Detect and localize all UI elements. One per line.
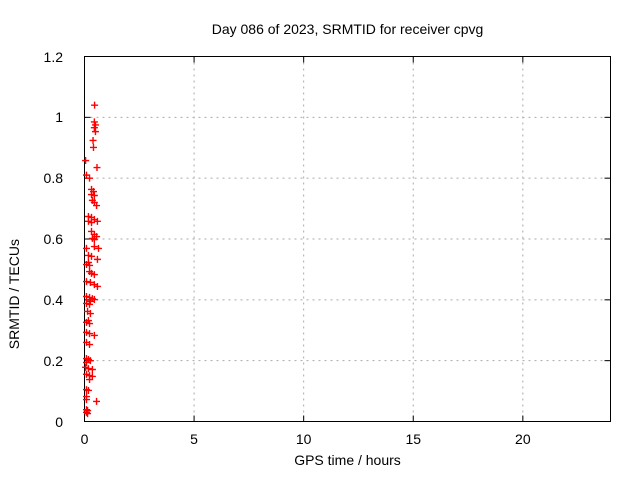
data-point-marker xyxy=(82,408,90,416)
chart-title: Day 086 of 2023, SRMTID for receiver cpv… xyxy=(211,21,484,37)
x-tick-label: 10 xyxy=(295,431,312,447)
data-point-marker xyxy=(82,157,90,165)
data-point-marker xyxy=(90,296,98,304)
x-tick-label: 15 xyxy=(405,431,422,447)
y-tick-label: 1.2 xyxy=(43,48,63,65)
data-point-marker xyxy=(84,386,92,394)
data-point-marker xyxy=(86,261,94,269)
x-tick-label: 5 xyxy=(190,431,198,447)
data-point-marker xyxy=(82,396,90,404)
x-tick-label: 0 xyxy=(80,431,89,447)
data-point-marker xyxy=(84,410,92,418)
data-point-marker xyxy=(93,217,101,225)
data-point-marker xyxy=(82,261,90,269)
data-point-marker xyxy=(82,244,90,252)
data-point-marker xyxy=(82,318,90,326)
data-point-marker xyxy=(89,143,97,151)
data-point-marker xyxy=(86,330,94,338)
data-point-marker xyxy=(86,174,94,182)
data-point-marker xyxy=(90,331,98,339)
data-point-marker xyxy=(89,136,97,144)
data-point-marker xyxy=(86,300,94,308)
data-point-marker xyxy=(82,278,90,286)
data-point-marker xyxy=(86,357,94,365)
data-point-marker xyxy=(91,101,99,109)
data-point-marker xyxy=(93,255,101,263)
data-point-marker xyxy=(82,292,90,300)
y-tick-label: 0 xyxy=(55,413,63,430)
data-point-marker xyxy=(93,397,101,405)
y-tick-label: 0.6 xyxy=(43,231,63,247)
data-point-marker xyxy=(86,341,94,349)
y-tick-label: 0.8 xyxy=(43,170,63,187)
data-point-marker xyxy=(93,164,101,172)
data-point-marker xyxy=(86,278,94,286)
data-point-marker xyxy=(93,202,101,210)
x-axis-label: GPS time / hours xyxy=(294,452,401,468)
data-point-marker xyxy=(86,297,94,305)
data-point-marker xyxy=(90,236,98,244)
data-point-marker xyxy=(90,243,98,251)
data-point-marker xyxy=(88,219,96,227)
data-point-marker xyxy=(90,124,98,132)
data-point-marker xyxy=(86,376,94,384)
data-point-marker xyxy=(82,328,90,336)
data-point-marker xyxy=(86,310,94,318)
data-point-marker xyxy=(90,192,98,200)
data-point-marker xyxy=(91,128,99,136)
data-point-marker xyxy=(82,171,90,179)
data-point-marker xyxy=(88,365,96,373)
y-tick-label: 0.4 xyxy=(43,291,63,308)
data-point-marker xyxy=(82,358,90,366)
x-tick-label: 20 xyxy=(515,431,531,447)
data-point-marker xyxy=(95,244,103,252)
data-point-marker xyxy=(90,271,98,279)
data-point-marker xyxy=(82,370,90,378)
y-tick-label: 1 xyxy=(55,109,63,126)
data-point-marker xyxy=(88,252,96,260)
data-point-marker xyxy=(84,217,92,225)
data-point-marker xyxy=(84,365,92,373)
data-point-marker xyxy=(84,251,92,259)
data-point-marker xyxy=(93,282,101,290)
data-point-marker xyxy=(86,320,94,328)
data-point-marker xyxy=(82,299,90,307)
y-tick-label: 0.2 xyxy=(43,352,63,369)
